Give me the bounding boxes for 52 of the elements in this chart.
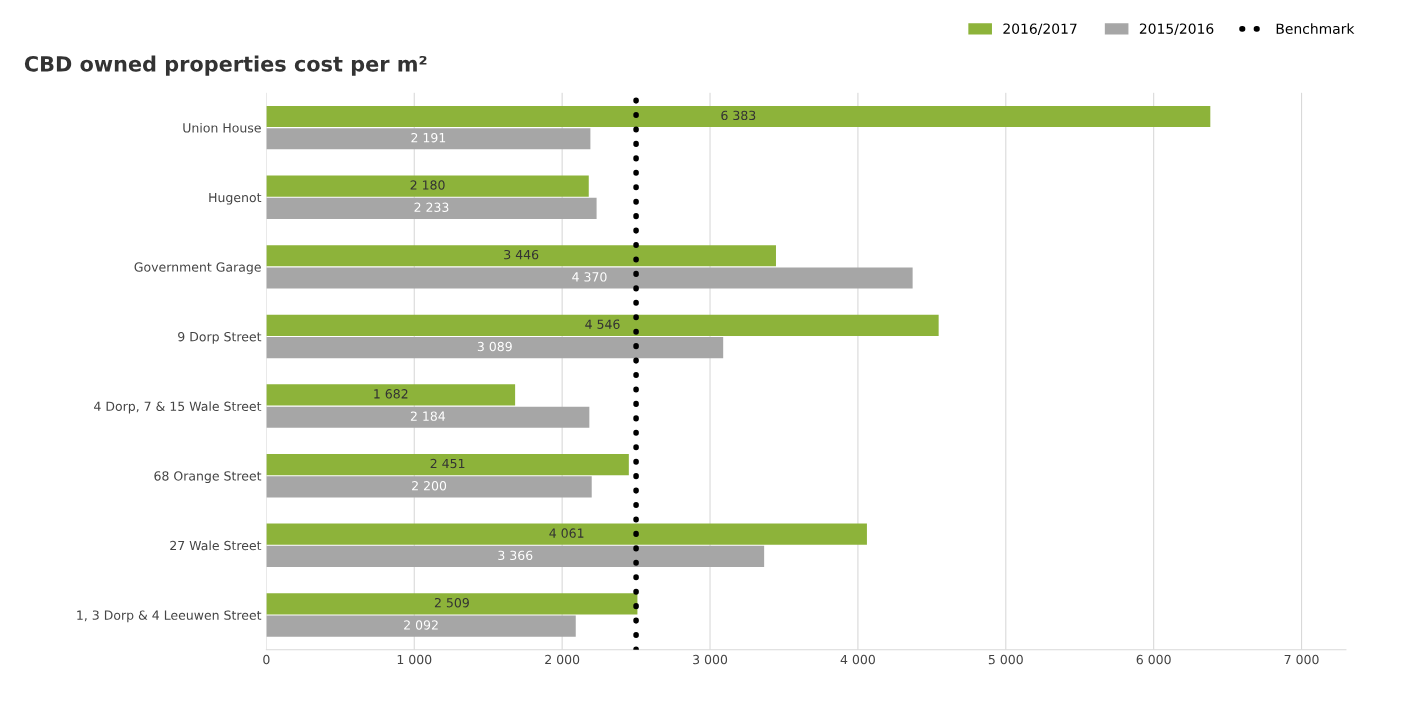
- bar: [266, 314, 939, 336]
- legend-label: 2016/2017: [1003, 23, 1077, 36]
- x-tick-label: 7 000: [1284, 654, 1319, 665]
- bar: [266, 545, 765, 568]
- x-tick-label: 3 000: [693, 654, 728, 665]
- bar: [266, 128, 591, 150]
- bar: [266, 337, 724, 359]
- data-label: 3 446: [504, 249, 539, 260]
- legend-label: 2015/2016: [1139, 23, 1214, 36]
- legend-label: Benchmark: [1276, 23, 1355, 34]
- data-label: 6 383: [721, 110, 756, 121]
- data-label: 1 682: [374, 389, 408, 399]
- x-tick-label: 1 000: [397, 654, 432, 665]
- bar: [266, 476, 592, 498]
- y-tick-label: Government Garage: [134, 262, 261, 275]
- data-label: 2 509: [434, 597, 469, 608]
- data-label: 2 184: [410, 411, 446, 421]
- bar: [266, 175, 589, 197]
- chart-title: CBD owned properties cost per m²: [24, 55, 427, 76]
- bar: [266, 197, 597, 219]
- y-tick-label: 1, 3 Dorp & 4 Leeuwen Street: [77, 610, 262, 623]
- data-label: 2 200: [412, 481, 447, 491]
- x-tick-label: 2 000: [545, 654, 580, 665]
- bar: [266, 523, 867, 545]
- y-tick-label: Hugenot: [209, 192, 262, 205]
- data-label: 3 366: [498, 550, 533, 561]
- x-tick-label: 6 000: [1136, 654, 1171, 665]
- y-tick-label: 4 Dorp, 7 & 15 Wale Street: [94, 401, 262, 414]
- y-tick-label: Union House: [183, 122, 261, 133]
- bar: [266, 593, 638, 615]
- x-tick-label: 5 000: [988, 654, 1023, 665]
- bar: [266, 105, 1211, 128]
- bar: [266, 384, 516, 406]
- data-label: 2 092: [404, 620, 438, 630]
- x-tick-label: 0: [263, 654, 270, 665]
- x-tick-label: 4 000: [840, 654, 875, 665]
- data-label: 2 233: [414, 202, 449, 213]
- y-tick-label: 9 Dorp Street: [178, 331, 262, 344]
- y-tick-label: 68 Orange Street: [154, 471, 262, 484]
- bar: [266, 453, 629, 476]
- data-label: 3 089: [477, 341, 512, 352]
- bar: [266, 267, 913, 289]
- data-label: 4 370: [572, 272, 607, 282]
- data-label: 2 191: [411, 132, 446, 143]
- bar: [266, 406, 590, 428]
- data-label: 4 546: [585, 319, 620, 329]
- bar: [266, 245, 776, 267]
- y-tick-label: 27 Wale Street: [170, 540, 262, 551]
- data-label: 2 180: [410, 180, 445, 190]
- data-label: 2 451: [430, 458, 465, 469]
- bar: [266, 615, 576, 637]
- data-label: 4 061: [549, 528, 584, 538]
